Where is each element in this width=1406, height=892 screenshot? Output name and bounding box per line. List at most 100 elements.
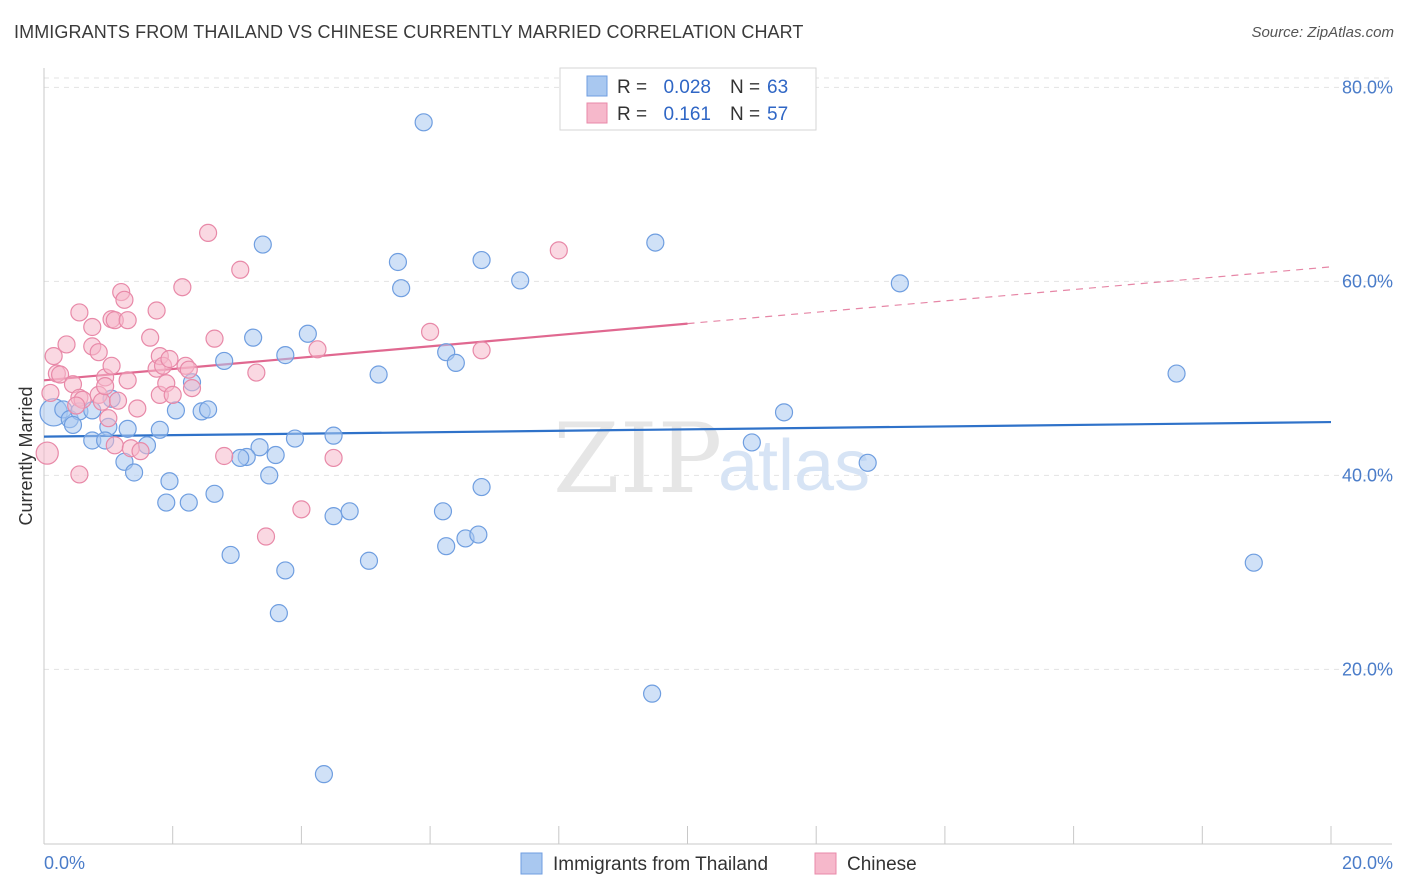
point-series-0-39 (359, 551, 379, 570)
point-series-0-47 (437, 537, 456, 556)
y-tick-label-20: 20.0% (1342, 659, 1393, 679)
watermark-atlas: atlas (718, 426, 870, 506)
point-series-0-27 (298, 324, 317, 343)
legend-r-label-0: R = (617, 77, 647, 98)
point-series-1-22 (102, 356, 121, 375)
point-series-0-59 (1167, 364, 1186, 383)
legend-n-label-0: N = (730, 77, 760, 98)
point-series-0-58 (890, 274, 909, 293)
point-series-1-53 (324, 448, 343, 468)
point-series-1-39 (160, 349, 179, 369)
point-series-0-23 (244, 328, 263, 347)
point-series-1-30 (128, 399, 147, 418)
point-series-0-55 (774, 403, 794, 422)
point-series-0-49 (469, 525, 488, 544)
point-series-1-19 (99, 409, 118, 428)
legend-swatch-pink (586, 102, 608, 124)
point-series-0-37 (324, 507, 343, 526)
legend-r-value-0: 0.028 (663, 77, 711, 98)
point-series-1-55 (472, 341, 491, 360)
bottom-legend-label-chinese: Chinese (847, 854, 917, 875)
legend-r-label-1: R = (617, 104, 647, 125)
point-series-1-44 (182, 379, 202, 398)
point-series-1-16 (92, 392, 112, 411)
point-series-1-43 (179, 360, 198, 379)
point-series-0-50 (472, 477, 491, 497)
points-chinese (35, 223, 568, 546)
x-ticks (43, 826, 1332, 844)
point-series-0-43 (414, 113, 433, 132)
legend-n-value-1: 57 (767, 104, 788, 125)
point-series-0-16 (157, 493, 176, 512)
point-series-1-50 (256, 527, 276, 546)
point-series-0-57 (858, 453, 877, 472)
chart-title: IMMIGRANTS FROM THAILAND VS CHINESE CURR… (14, 22, 804, 42)
point-series-0-54 (646, 233, 665, 252)
point-series-0-34 (221, 545, 240, 565)
point-series-1-26 (115, 290, 134, 309)
point-series-1-32 (141, 328, 160, 347)
point-series-1-12 (83, 317, 102, 337)
point-series-1-10 (67, 396, 86, 415)
y-tick-label-60: 60.0% (1342, 271, 1393, 291)
point-series-1-48 (231, 260, 250, 279)
point-series-1-4 (50, 365, 70, 384)
point-series-1-5 (57, 335, 76, 354)
watermark: ZIP atlas (553, 403, 870, 515)
point-series-0-35 (276, 561, 295, 580)
bottom-legend-swatch-blue (520, 852, 543, 875)
point-series-1-28 (118, 371, 137, 390)
point-series-0-41 (388, 252, 408, 272)
point-series-1-18 (96, 377, 115, 396)
point-series-0-28 (250, 438, 269, 457)
point-series-0-36 (269, 604, 288, 623)
trend-line-series-0 (43, 420, 1332, 438)
point-series-1-7 (70, 303, 89, 322)
point-series-0-33 (324, 426, 343, 445)
x-tick-label-min: 0.0% (44, 853, 85, 873)
bottom-legend-label-thailand: Immigrants from Thailand (553, 854, 768, 875)
bottom-legend: Immigrants from Thailand Chinese (520, 852, 917, 875)
y-tick-label-80: 80.0% (1342, 77, 1393, 97)
watermark-zip: ZIP (553, 403, 722, 515)
legend-swatch-blue (586, 75, 608, 97)
point-series-0-61 (314, 765, 334, 784)
point-series-1-27 (118, 311, 137, 330)
point-series-0-40 (369, 365, 388, 384)
point-series-0-30 (231, 448, 250, 468)
source-credit: Source: ZipAtlas.com (1251, 24, 1394, 41)
gridlines (44, 77, 1392, 670)
legend-box: R = 0.028 N = 63 R = 0.161 N = 57 (559, 67, 817, 131)
bottom-legend-swatch-pink (814, 852, 837, 875)
point-series-1-34 (147, 301, 166, 320)
point-series-1-45 (198, 223, 218, 242)
point-series-0-17 (179, 493, 198, 512)
point-series-1-40 (163, 385, 182, 404)
legend-n-label-1: N = (730, 104, 760, 125)
point-series-1-41 (173, 278, 192, 297)
point-series-1-14 (89, 343, 108, 362)
point-series-0-53 (643, 684, 662, 703)
point-series-1-52 (308, 340, 327, 359)
point-series-1-11 (70, 465, 89, 484)
point-series-0-14 (124, 463, 144, 482)
point-series-0-44 (433, 502, 453, 521)
point-series-0-42 (392, 279, 411, 298)
legend-r-value-1: 0.161 (663, 104, 711, 125)
point-series-0-10 (118, 419, 137, 438)
x-tick-label-max: 20.0% (1342, 853, 1393, 873)
point-series-0-38 (340, 502, 359, 521)
point-series-1-24 (108, 391, 128, 410)
point-series-1-1 (41, 383, 60, 403)
point-series-0-18 (205, 484, 224, 503)
trend-line-extension-series-1 (687, 266, 1332, 325)
point-series-1-56 (549, 241, 568, 260)
y-tick-label-40: 40.0% (1342, 465, 1393, 485)
point-series-1-31 (131, 442, 150, 461)
point-series-1-46 (205, 329, 224, 348)
point-series-0-11 (150, 420, 169, 439)
y-axis-title: Currently Married (16, 386, 36, 525)
point-series-0-31 (260, 466, 279, 485)
point-series-0-32 (285, 429, 305, 448)
